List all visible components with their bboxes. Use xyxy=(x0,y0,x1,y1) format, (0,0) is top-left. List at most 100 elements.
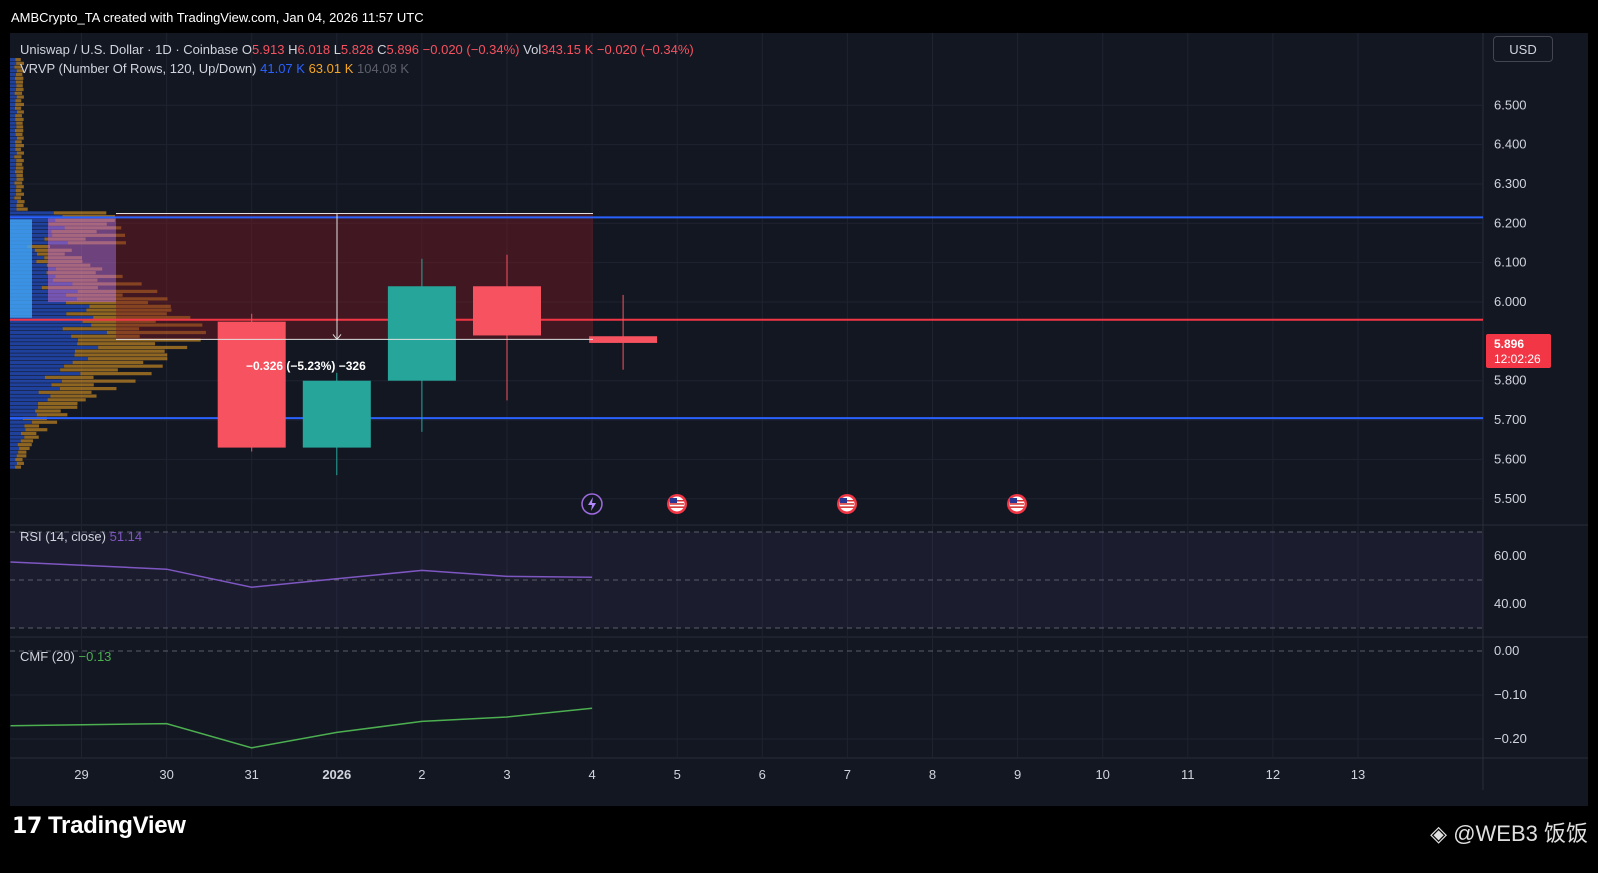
y-tick-label: −0.10 xyxy=(1494,687,1527,702)
last-price-tag: 5.896 12:02:26 xyxy=(1486,334,1551,368)
currency-button[interactable]: USD xyxy=(1493,36,1553,62)
vp-down-bar xyxy=(32,420,58,424)
us-flag-icon[interactable] xyxy=(667,494,687,514)
vp-down-bar xyxy=(16,454,27,458)
x-tick-label: 7 xyxy=(844,767,851,782)
y-tick-label: 6.300 xyxy=(1494,176,1527,191)
vp-down-bar xyxy=(80,372,152,376)
cmf-pane xyxy=(10,707,593,749)
vp-up-bar xyxy=(10,394,51,398)
vp-down-bar xyxy=(86,308,172,312)
flag-stripe xyxy=(840,503,854,505)
tradingview-wordmark: TradingView xyxy=(48,812,186,839)
vp-down-bar xyxy=(51,383,94,387)
vp-down-bar xyxy=(16,177,24,181)
volume-change: −0.020 (−0.34%) xyxy=(596,42,694,57)
vrvp-down-value: 63.01 K xyxy=(308,61,354,76)
vp-down-bar xyxy=(15,132,23,136)
vp-up-bar xyxy=(10,289,78,294)
candles xyxy=(217,254,658,476)
vp-down-bar xyxy=(18,450,27,454)
x-tick-label: 13 xyxy=(1351,767,1365,782)
vp-down-bar xyxy=(16,158,24,163)
x-tick-label: 6 xyxy=(759,767,766,782)
vp-down-bar xyxy=(36,413,68,417)
vp-down-bar xyxy=(82,319,156,323)
rsi-value: 51.14 xyxy=(109,529,143,544)
lightning-icon[interactable] xyxy=(581,493,603,515)
x-tick-label: 11 xyxy=(1181,767,1195,782)
tradingview-logo[interactable]: 17 TradingView xyxy=(12,812,186,840)
vp-up-bar xyxy=(10,390,39,394)
vp-up-bar xyxy=(10,450,19,454)
vp-down-bar xyxy=(71,334,140,338)
vp-down-bar xyxy=(24,424,40,428)
flag-stripe xyxy=(670,503,684,505)
vp-down-bar xyxy=(93,315,191,320)
vp-up-bar xyxy=(10,226,65,230)
us-flag-icon[interactable] xyxy=(1007,494,1027,514)
vp-up-bar xyxy=(10,458,16,462)
vp-up-bar xyxy=(10,192,17,196)
symbol-legend-row: Uniswap / U.S. Dollar · 1D · Coinbase O5… xyxy=(20,40,694,59)
vrvp-up-value: 41.07 K xyxy=(260,61,305,76)
vp-up-bar xyxy=(10,383,52,387)
vp-value-area xyxy=(48,217,116,302)
vp-down-bar xyxy=(15,129,24,133)
vp-down-bar xyxy=(15,58,21,62)
vp-down-bar xyxy=(16,121,23,125)
vp-up-bar xyxy=(10,69,17,73)
vp-down-bar xyxy=(14,65,22,69)
x-tick-label: 4 xyxy=(588,767,595,782)
vp-down-bar xyxy=(15,99,22,103)
vp-down-bar xyxy=(14,196,22,200)
vp-down-bar xyxy=(24,435,39,439)
top-caption-bar: AMBCrypto_TA created with TradingView.co… xyxy=(0,0,1598,33)
symbol-name[interactable]: Uniswap / U.S. Dollar · 1D · Coinbase xyxy=(20,42,239,57)
flag-stripe xyxy=(1010,503,1024,505)
vp-up-bar xyxy=(10,84,17,88)
vp-up-bar xyxy=(10,372,81,376)
vp-up-bar xyxy=(10,428,26,432)
y-tick-label: 6.500 xyxy=(1494,97,1527,112)
vp-up-bar xyxy=(10,58,16,62)
vp-up-bar xyxy=(10,106,15,110)
cmf-label[interactable]: CMF (20) xyxy=(20,649,75,664)
x-tick-label: 9 xyxy=(1014,767,1021,782)
vp-down-bar xyxy=(15,147,21,151)
vrvp-label[interactable]: VRVP (Number Of Rows, 120, Up/Down) xyxy=(20,61,257,76)
vp-up-bar xyxy=(10,420,33,424)
vp-down-bar xyxy=(16,136,24,140)
vp-down-bar xyxy=(14,181,23,185)
vp-up-bar xyxy=(10,207,17,211)
rsi-label[interactable]: RSI (14, close) xyxy=(20,529,106,544)
vp-up-bar xyxy=(10,293,67,297)
vp-up-bar xyxy=(10,446,20,451)
watermark: ◈ @WEB3 饭饭 xyxy=(1430,821,1588,846)
vp-down-bar xyxy=(17,200,25,204)
vp-down-bar xyxy=(47,398,86,402)
flag-canton xyxy=(840,498,847,503)
vp-down-bar xyxy=(16,125,24,129)
vp-up-bar xyxy=(10,166,16,170)
x-tick-label: 10 xyxy=(1095,767,1109,782)
vp-down-bar xyxy=(35,409,61,413)
vp-down-bar xyxy=(106,330,206,335)
vp-down-bar xyxy=(15,166,24,170)
vp-down-bar xyxy=(64,364,163,368)
low-label: L xyxy=(333,42,341,57)
y-tick-label: 60.00 xyxy=(1494,548,1527,563)
vp-down-bar xyxy=(72,360,144,365)
lightning-bolt xyxy=(588,497,596,511)
vp-down-bar xyxy=(50,394,97,398)
vp-down-bar xyxy=(62,327,140,331)
vp-up-bar xyxy=(10,155,15,159)
us-flag-icon[interactable] xyxy=(837,494,857,514)
vp-up-bar xyxy=(10,312,67,316)
tradingview-mark-icon: 17 xyxy=(12,814,43,839)
vp-up-bar xyxy=(10,357,88,361)
vp-down-bar xyxy=(15,465,21,469)
flag-stripe xyxy=(840,506,854,508)
vp-up-bar xyxy=(10,87,16,92)
